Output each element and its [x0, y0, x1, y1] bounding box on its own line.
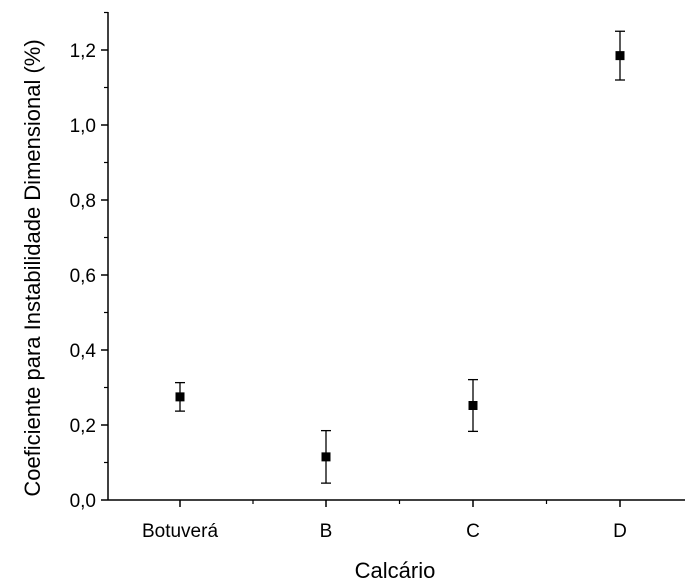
y-tick-label: 0,4: [70, 341, 97, 362]
x-tick-label: Botuverá: [142, 521, 218, 542]
y-tick-label: 0,0: [70, 491, 96, 512]
y-tick-label: 0,8: [70, 191, 96, 212]
y-ticks: 0,0 0,2 0,4 0,6 0,8 1,0 1,2: [70, 11, 108, 512]
y-tick-label: 0,2: [70, 416, 96, 437]
y-tick-label: 0,6: [70, 266, 96, 287]
y-axis-title: Coeficiente para Instabilidade Dimension…: [20, 39, 45, 496]
data-point: [175, 392, 185, 402]
data-points: [175, 30, 625, 484]
x-axis-title: Calcário: [355, 558, 436, 583]
axes: [107, 12, 685, 501]
data-point: [468, 401, 478, 410]
y-tick-label: 1,0: [70, 116, 96, 137]
data-point-group: [321, 429, 331, 484]
data-point-group: [615, 30, 625, 81]
x-tick-label: D: [613, 521, 627, 542]
data-point-group: [175, 381, 185, 412]
x-ticks: Botuverá B C D: [142, 500, 627, 542]
y-tick-label: 1,2: [70, 41, 96, 62]
data-point: [615, 51, 625, 61]
x-tick-label: B: [320, 521, 333, 542]
data-point: [321, 452, 331, 462]
data-point-group: [468, 378, 478, 433]
x-tick-label: C: [466, 521, 480, 542]
